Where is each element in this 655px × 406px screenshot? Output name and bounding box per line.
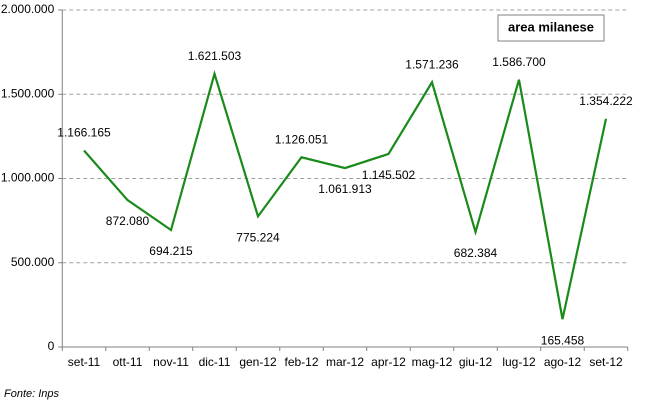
value-label: 872.080 [106,214,150,228]
x-tick-label: lug-12 [502,355,536,369]
value-label: 694.215 [149,244,193,258]
y-tick-label: 500.000 [11,255,55,269]
x-tick-label: dic-11 [199,355,231,369]
y-tick-label: 0 [48,339,55,353]
x-tick-label: ott-11 [113,355,143,369]
x-tick-label: giu-12 [459,355,493,369]
legend-label: area milanese [508,19,594,34]
value-label: 775.224 [236,231,280,245]
x-tick-label: set-12 [589,355,623,369]
y-tick-label: 1.000.000 [1,171,55,185]
y-tick-label: 2.000.000 [1,2,55,16]
source-note: Fonte: Inps [4,388,60,400]
data-line [83,69,608,320]
x-tick-label: apr-12 [371,355,406,369]
y-tick-label: 1.500.000 [1,86,55,100]
value-label: 1.354.222 [579,94,633,108]
x-tick-label: feb-12 [284,355,318,369]
legend-box [497,14,605,42]
value-label: 165.458 [541,333,585,347]
value-label: 1.145.502 [362,168,416,182]
x-tick-label: mar-12 [326,355,364,369]
value-label: 1.126.051 [275,132,329,146]
value-label: 1.166.165 [57,126,111,140]
value-label: 682.384 [454,246,498,260]
x-tick-label: mag-12 [412,355,453,369]
value-label: 1.621.503 [188,49,242,63]
x-tick-label: ago-12 [544,355,582,369]
value-label: 1.061.913 [318,182,372,196]
x-tick-label: set-11 [68,355,101,369]
x-tick-label: gen-12 [239,355,277,369]
value-label: 1.586.700 [492,55,546,69]
x-tick-label: nov-11 [153,355,189,369]
value-label: 1.571.236 [405,57,459,71]
